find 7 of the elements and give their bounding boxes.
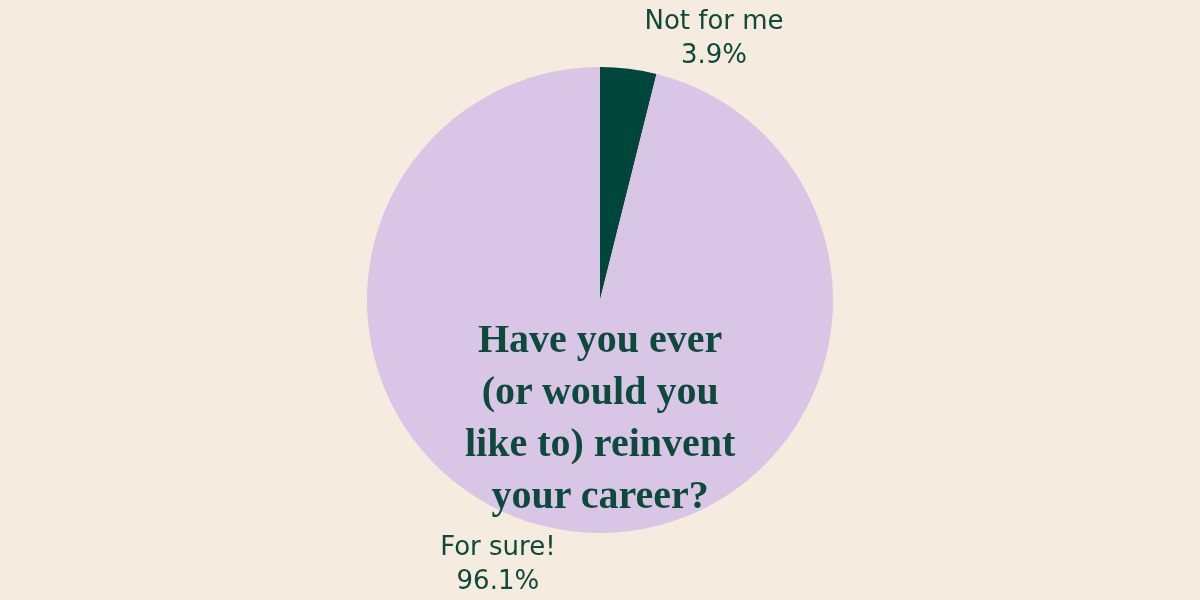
slice-label: For sure!	[440, 530, 556, 561]
text: Have you ever (or would you like to) reinvent your career?	[465, 316, 737, 517]
pie-slice	[600, 67, 657, 300]
data-label: 96.1%	[456, 564, 540, 595]
slice-label: Not for me	[644, 5, 784, 36]
pie-slice	[367, 67, 833, 533]
data-label: 3.9%	[680, 39, 748, 70]
